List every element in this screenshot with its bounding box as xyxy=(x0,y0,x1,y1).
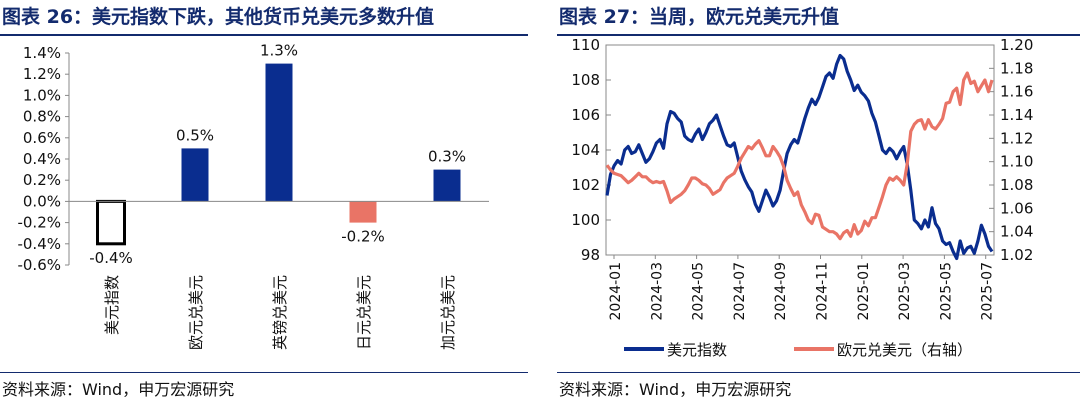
y-tick-label: -0.4% xyxy=(17,235,61,253)
y-tick-label: 0.2% xyxy=(23,171,61,189)
source-note-right: 资料来源：Wind，申万宏源研究 xyxy=(559,380,792,399)
x-tick-label-group: 2025-03 xyxy=(897,262,913,321)
bar-data-label: 1.3% xyxy=(260,42,298,60)
x-tick-label: 2024-03 xyxy=(649,262,665,321)
y-tick-label: 0.0% xyxy=(23,192,61,210)
series-line-1 xyxy=(605,53,994,261)
y-tick-label: 1.4% xyxy=(23,44,61,62)
chart-title-left: 图表 26：美元指数下跌，其他货币兑美元多数升值 xyxy=(2,6,435,28)
x-tick-label: 2025-05 xyxy=(938,262,954,321)
bar-data-label: 0.5% xyxy=(176,126,214,144)
y-left-tick-label: 110 xyxy=(571,36,600,54)
x-tick-label: 2025-07 xyxy=(980,262,996,321)
bottom-rule-left xyxy=(0,372,528,373)
x-tick-label-group: 2024-11 xyxy=(815,262,831,321)
chart-panel-left: 图表 26：美元指数下跌，其他货币兑美元多数升值 1.4% 1.2% 1.0% 0.8… xyxy=(0,0,528,402)
x-tick-label: 2024-05 xyxy=(691,262,707,321)
y-left-tick-label: 98 xyxy=(581,246,600,264)
x-tick-label: 2024-09 xyxy=(773,262,789,321)
title-rule-right xyxy=(557,34,1080,36)
y-left-tick-label: 108 xyxy=(571,71,600,89)
title-rule-left xyxy=(0,34,528,36)
bar-data-label: -0.4% xyxy=(89,249,133,267)
x-tick-label-group: 2024-07 xyxy=(732,262,748,321)
x-category-label: 欧元兑美元 xyxy=(187,275,205,350)
y-tick-label: 0.4% xyxy=(23,150,61,168)
x-tick-label: 2024-07 xyxy=(732,262,748,321)
bar-data-label: 0.3% xyxy=(428,148,466,166)
x-tick-label: 2025-01 xyxy=(856,262,872,321)
bar-3 xyxy=(265,63,293,202)
bar-5 xyxy=(433,169,461,202)
x-tick-label-group: 2025-01 xyxy=(856,262,872,321)
y-right-tick-label: 1.12 xyxy=(1000,129,1033,147)
x-category-label-group: 英镑兑美元 xyxy=(271,275,289,350)
y-left-tick-label: 106 xyxy=(571,106,600,124)
y-right-tick-label: 1.04 xyxy=(1000,223,1033,241)
line-chart: 110 108 106 104 102 100 98 1.20 1.18 1.16 1.14 1.12… xyxy=(571,36,1033,359)
y-tick-label: -0.2% xyxy=(17,214,61,232)
y-right-tick-label: 1.16 xyxy=(1000,83,1033,101)
y-right-tick-label: 1.08 xyxy=(1000,176,1033,194)
x-category-label-group: 加元兑美元 xyxy=(439,275,457,350)
x-tick-label: 2024-01 xyxy=(608,262,624,321)
x-category-label-group: 美元指数 xyxy=(103,275,121,335)
bar-chart: 1.4% 1.2% 1.0% 0.8% 0.6% 0.4% 0.2% 0.0% -0.2% -0.… xyxy=(17,42,489,350)
y-right-tick-label: 1.14 xyxy=(1000,106,1033,124)
y-tick-label: 1.2% xyxy=(23,65,61,83)
bar-1 xyxy=(96,199,126,246)
x-category-label: 日元兑美元 xyxy=(355,275,373,350)
y-left-tick-label: 104 xyxy=(571,141,600,159)
y-right-tick-label: 1.06 xyxy=(1000,199,1033,217)
bar-4 xyxy=(349,201,377,223)
chart-title-right: 图表 27：当周，欧元兑美元升值 xyxy=(559,6,840,28)
y-left-tick-label: 102 xyxy=(571,176,600,194)
x-category-label-group: 日元兑美元 xyxy=(355,275,373,350)
bar-data-label: -0.2% xyxy=(341,228,385,246)
y-right-tick-label: 1.10 xyxy=(1000,153,1033,171)
y-right-tick-label: 1.20 xyxy=(1000,36,1033,54)
y-right-tick-label: 1.18 xyxy=(1000,59,1033,77)
x-tick-label-group: 2024-03 xyxy=(649,262,665,321)
x-tick-label-group: 2024-09 xyxy=(773,262,789,321)
y-tick-label: 0.8% xyxy=(23,108,61,126)
y-tick-label: -0.6% xyxy=(17,256,61,274)
x-category-label: 美元指数 xyxy=(103,275,121,335)
x-category-label: 加元兑美元 xyxy=(439,275,457,350)
legend-label-2: 欧元兑美元（右轴） xyxy=(837,341,972,359)
x-tick-label: 2025-03 xyxy=(897,262,913,321)
y-tick-label: 1.0% xyxy=(23,86,61,104)
x-tick-label-group: 2024-05 xyxy=(691,262,707,321)
bottom-rule-right xyxy=(557,372,1080,373)
y-left-tick-label: 100 xyxy=(571,211,600,229)
chart-panel-right: 图表 27：当周，欧元兑美元升值 110 108 106 104 102 100 98 1.2… xyxy=(557,0,1080,402)
x-tick-label-group: 2025-05 xyxy=(938,262,954,321)
x-tick-label: 2024-11 xyxy=(815,262,831,321)
source-note-left: 资料来源：Wind，申万宏源研究 xyxy=(2,380,235,399)
x-tick-label-group: 2024-01 xyxy=(608,262,624,321)
y-tick-label: 0.6% xyxy=(23,129,61,147)
series-line-2 xyxy=(605,71,994,241)
legend-label-1: 美元指数 xyxy=(667,341,727,359)
bar-2 xyxy=(181,148,209,202)
y-right-tick-label: 1.02 xyxy=(1000,246,1033,264)
x-tick-label-group: 2025-07 xyxy=(980,262,996,321)
x-category-label-group: 欧元兑美元 xyxy=(187,275,205,350)
x-category-label: 英镑兑美元 xyxy=(271,275,289,350)
